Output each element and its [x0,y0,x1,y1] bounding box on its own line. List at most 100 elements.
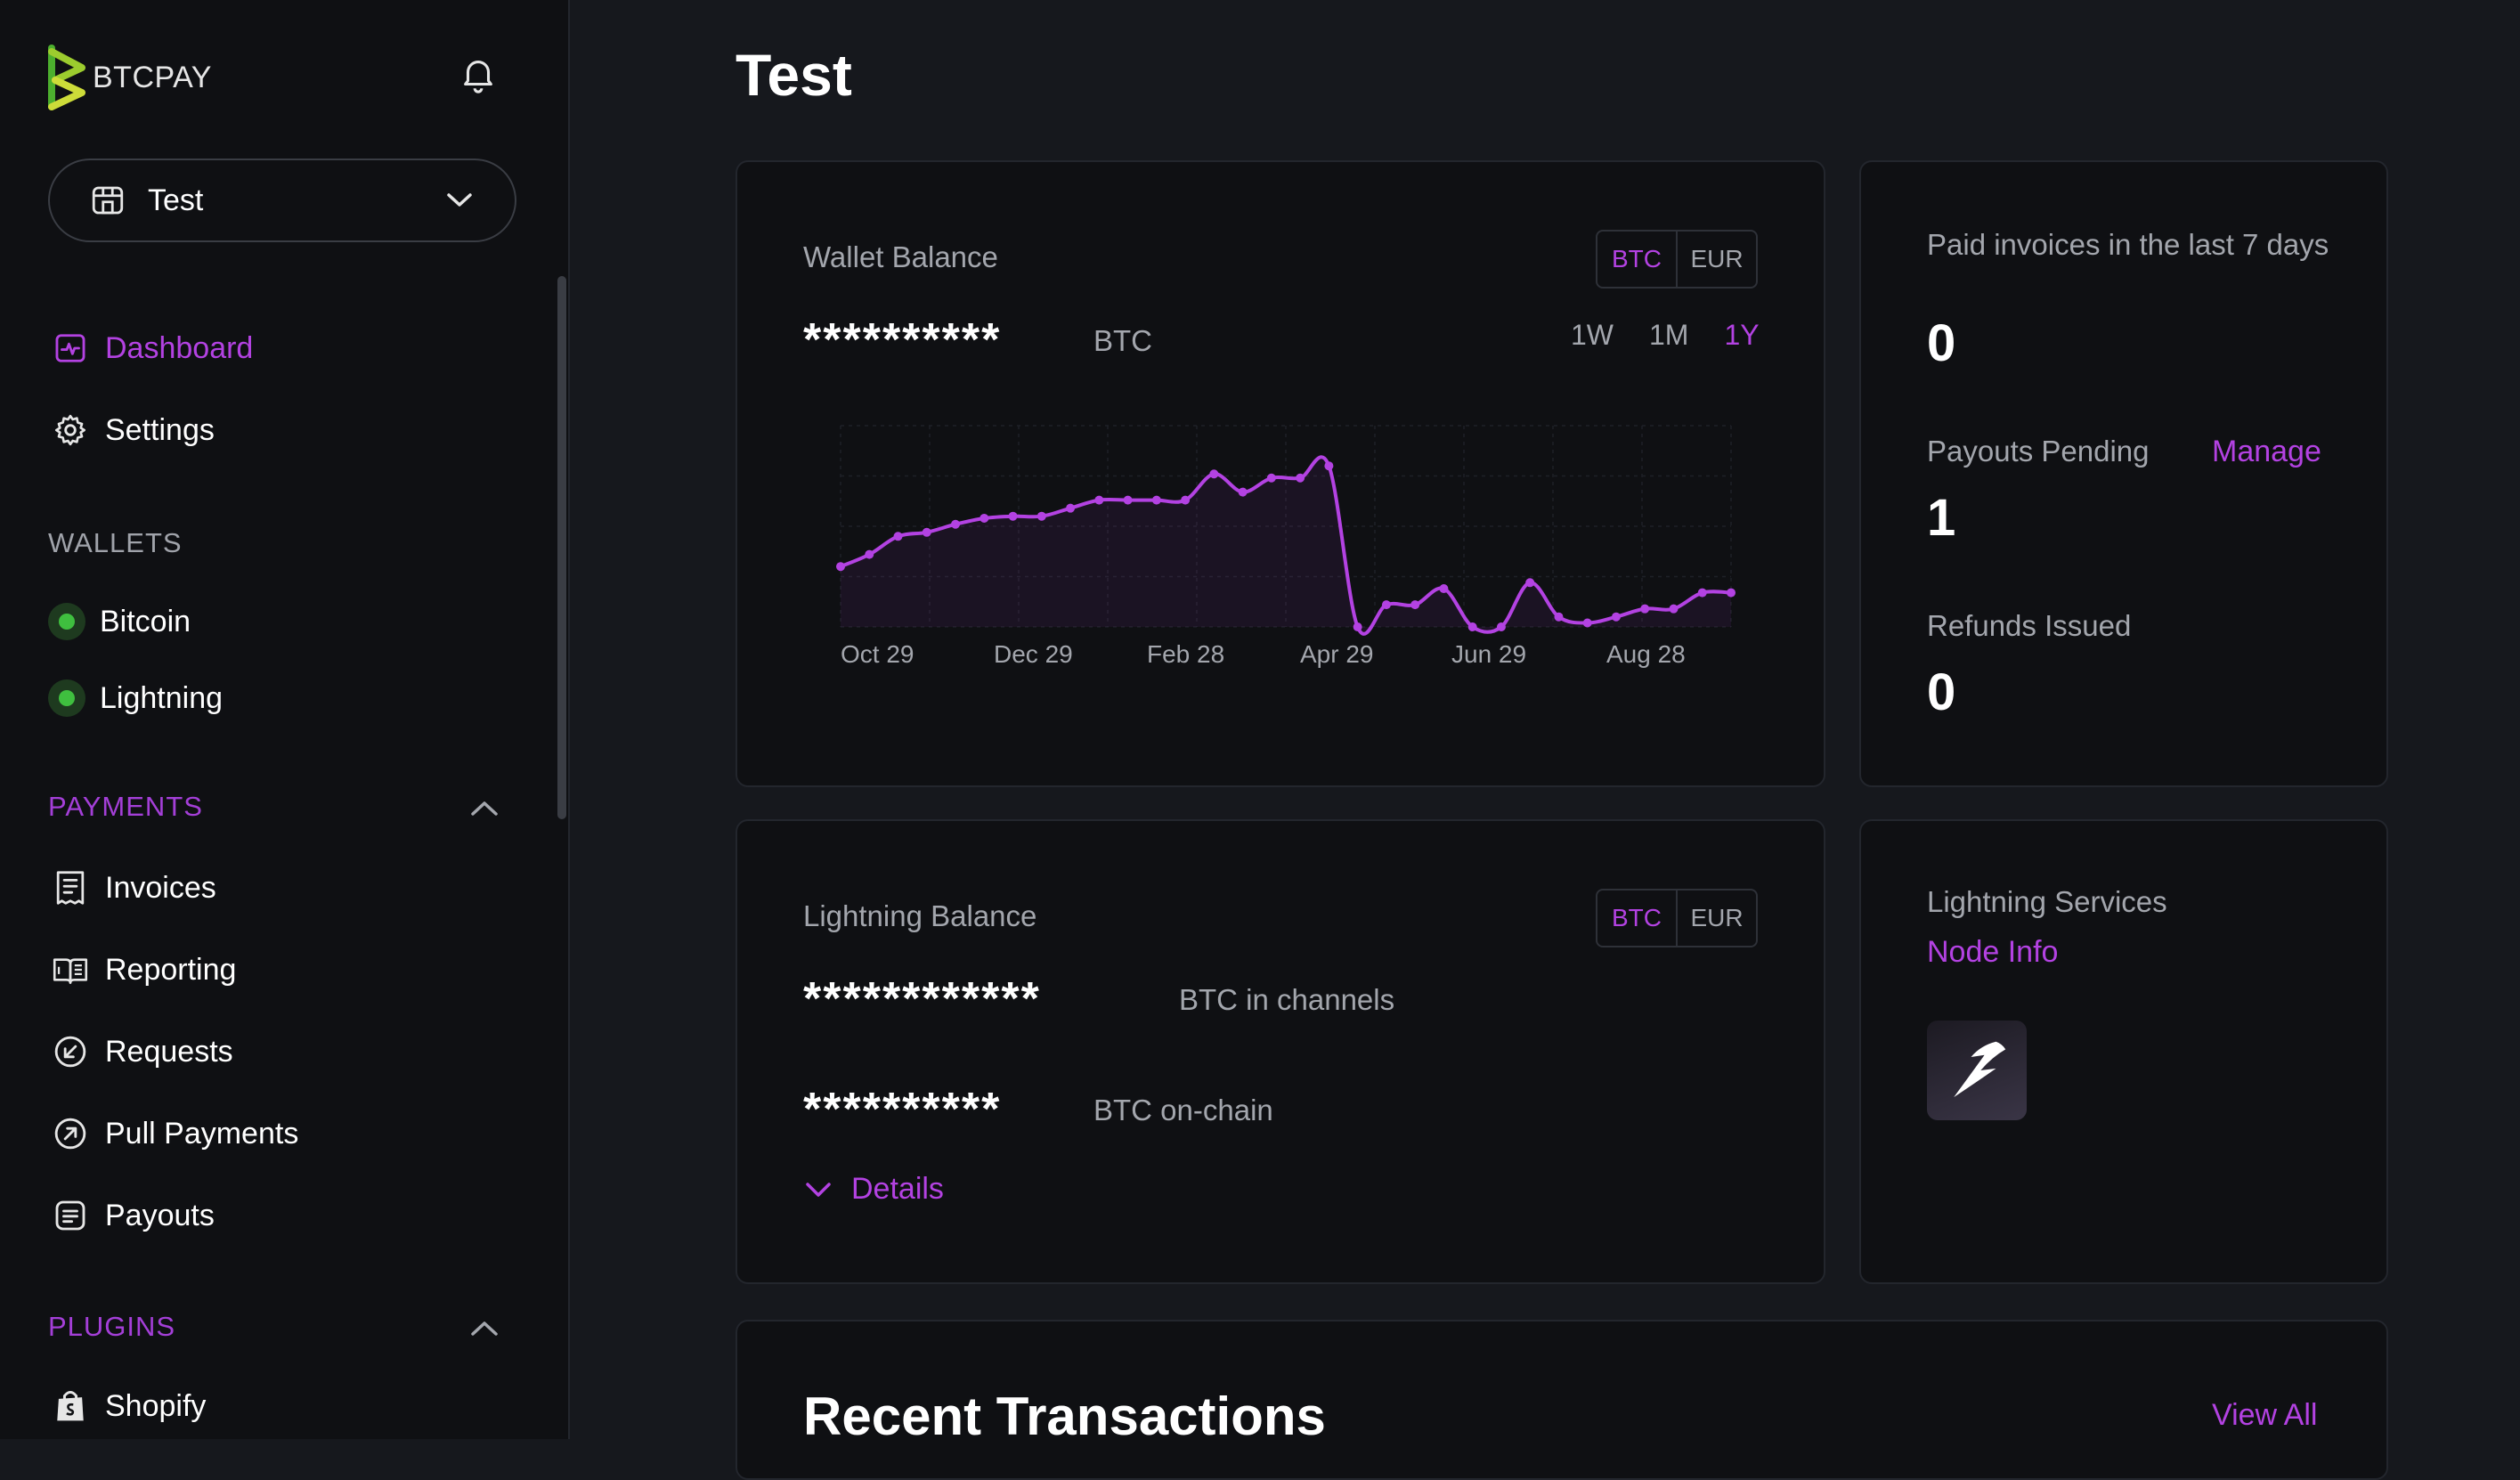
invoice-icon [53,869,87,907]
nav-settings[interactable]: Settings [52,411,215,449]
refunds-issued-label: Refunds Issued [1927,609,2131,643]
node-service-tile[interactable] [1927,1021,2027,1120]
reporting-icon [52,953,89,987]
chart-data-point[interactable] [1698,589,1707,598]
chart-x-tick-label: Feb 28 [1147,640,1224,668]
chart-data-point[interactable] [1468,622,1477,631]
payments-heading[interactable]: PAYMENTS [48,791,203,823]
chart-data-point[interactable] [1669,605,1678,614]
chart-data-point[interactable] [836,562,845,571]
nav-requests-label: Requests [105,1035,233,1069]
nav-invoices[interactable]: Invoices [52,869,216,907]
payouts-manage-link[interactable]: Manage [2212,435,2321,469]
refunds-issued-value: 0 [1927,663,1955,722]
plugins-heading[interactable]: PLUGINS [48,1311,175,1343]
status-online-icon [48,603,85,640]
nav-wallet-bitcoin[interactable]: Bitcoin [48,603,191,640]
nav-payouts[interactable]: Payouts [52,1197,215,1234]
nav-invoices-label: Invoices [105,871,216,906]
nav-wallet-bitcoin-label: Bitcoin [100,605,191,639]
store-selector[interactable]: Test [48,159,516,242]
nav-shopify-label: Shopify [105,1389,206,1424]
chart-x-tick-label: Dec 29 [994,640,1073,668]
chart-x-tick-label: Oct 29 [841,640,914,668]
stats-card: Paid invoices in the last 7 days 0 Payou… [1859,160,2388,787]
lightning-balance-label: Lightning Balance [803,899,1036,933]
lightning-channels-unit: BTC in channels [1179,983,1394,1017]
nav-shopify[interactable]: Shopify [52,1387,206,1425]
wallet-balance-chart: Oct 29 Dec 29 Feb 28 Apr 29 Jun 29 Aug 28 [737,162,1824,785]
sidebar-scrollbar[interactable] [557,276,566,819]
paid-invoices-label: Paid invoices in the last 7 days [1927,228,2337,262]
lightning-currency-btc[interactable]: BTC [1597,890,1676,946]
chart-data-point[interactable] [923,528,931,537]
payouts-icon [53,1198,88,1233]
chart-data-point[interactable] [894,532,903,541]
lightning-balance-card: Lightning Balance BTC EUR ************ B… [736,819,1825,1284]
chart-data-point[interactable] [1612,613,1621,622]
chart-data-point[interactable] [1066,504,1075,513]
btcpay-logo[interactable]: BTCPAY [48,45,212,110]
chart-x-tick-label: Apr 29 [1300,640,1374,668]
nav-requests[interactable]: Requests [52,1033,233,1070]
nav-payouts-label: Payouts [105,1199,215,1233]
chart-data-point[interactable] [1497,622,1506,631]
chart-data-point[interactable] [1410,600,1419,609]
nav-dashboard[interactable]: Dashboard [52,329,253,367]
chart-data-point[interactable] [1382,600,1391,609]
notifications-button[interactable] [458,53,499,99]
nav-wallet-lightning[interactable]: Lightning [48,679,223,717]
chart-data-point[interactable] [1037,512,1046,521]
chart-data-point[interactable] [1239,488,1248,497]
nav-dashboard-label: Dashboard [105,331,253,366]
chart-x-tick-label: Jun 29 [1451,640,1526,668]
chart-data-point[interactable] [1554,613,1563,622]
chart-data-point[interactable] [1181,496,1190,505]
chart-data-point[interactable] [1267,474,1276,483]
lightning-currency-toggle: BTC EUR [1596,889,1758,947]
nav-pull-payments-label: Pull Payments [105,1117,298,1151]
chart-data-point[interactable] [1009,512,1018,521]
nav-reporting-label: Reporting [105,953,236,988]
chart-data-point[interactable] [1353,622,1362,631]
lightning-services-label: Lightning Services [1927,885,2167,919]
chart-data-point[interactable] [1094,496,1103,505]
chart-data-point[interactable] [865,550,874,559]
brand-name: BTCPAY [93,61,212,95]
chart-data-point[interactable] [1209,469,1218,478]
recent-transactions-title: Recent Transactions [803,1386,1326,1447]
page-title: Test [736,41,852,109]
chart-data-point[interactable] [1439,584,1448,593]
arrow-up-right-circle-icon [53,1116,88,1151]
chart-data-point[interactable] [980,514,988,523]
chart-data-point[interactable] [1296,474,1305,483]
store-icon [89,182,126,219]
chart-data-point[interactable] [1324,461,1333,470]
lightning-details-toggle[interactable]: Details [803,1172,944,1207]
chart-data-point[interactable] [1640,605,1649,614]
lightning-services-card: Lightning Services Node Info [1859,819,2388,1284]
chevron-up-icon[interactable] [468,1318,500,1339]
chart-data-point[interactable] [1525,578,1534,587]
chart-data-point[interactable] [1583,618,1592,627]
chevron-down-icon [445,191,474,210]
chart-data-point[interactable] [951,520,960,529]
nav-pull-payments[interactable]: Pull Payments [52,1115,298,1152]
chart-area-fill [841,457,1731,634]
paid-invoices-value: 0 [1927,313,1955,373]
bell-icon [458,53,499,94]
chevron-up-icon[interactable] [468,798,500,819]
nav-settings-label: Settings [105,413,215,448]
arrow-down-left-circle-icon [53,1034,88,1069]
lightning-currency-eur[interactable]: EUR [1676,890,1756,946]
chart-x-tick-label: Aug 28 [1606,640,1686,668]
nav-reporting[interactable]: Reporting [52,951,236,988]
chart-data-point[interactable] [1152,496,1161,505]
lightning-details-label: Details [851,1172,944,1207]
sidebar: BTCPAY Test Dashboard [0,0,570,1439]
chart-data-point[interactable] [1124,496,1133,505]
gear-icon [53,412,88,448]
chart-data-point[interactable] [1727,589,1736,598]
view-all-link[interactable]: View All [2212,1398,2317,1433]
node-info-link[interactable]: Node Info [1927,935,2058,970]
